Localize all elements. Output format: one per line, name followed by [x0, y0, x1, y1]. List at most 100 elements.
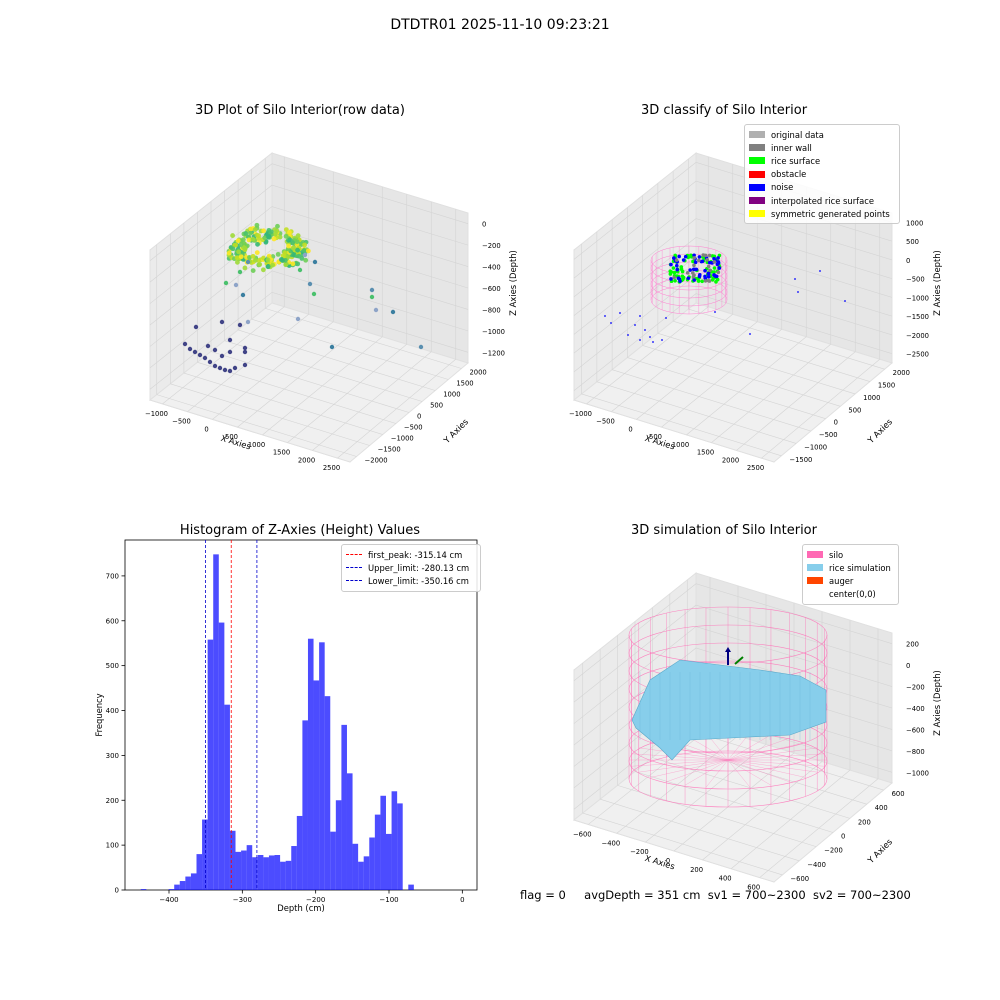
scatter-point [250, 253, 256, 259]
class-point [672, 256, 676, 260]
legend-swatch [749, 210, 765, 218]
z-tick-label: −400 [482, 264, 501, 272]
legend-swatch [807, 551, 823, 559]
silo-floor-spoke [727, 742, 806, 761]
class-point [712, 256, 716, 261]
scatter-point [237, 269, 243, 275]
y-gridline [673, 320, 870, 382]
class-point [707, 253, 712, 258]
z-tick-label: 200 [906, 641, 919, 649]
scatter-point [290, 261, 296, 267]
class-point [683, 254, 688, 259]
histogram-bar [263, 857, 269, 890]
noise-point [844, 300, 846, 302]
scatter-point [373, 307, 379, 313]
y-gridline [156, 394, 357, 457]
scatter-point [273, 231, 278, 237]
scatter-point [217, 365, 223, 371]
class-point [692, 256, 697, 260]
z-gridline [573, 293, 893, 391]
histogram-bar [207, 639, 214, 890]
scatter-point [226, 250, 232, 256]
raw-axes-box [148, 151, 470, 463]
x-tick-label: 2000 [722, 456, 739, 464]
class-point [675, 267, 680, 272]
y-tick-label: −2000 [365, 457, 388, 465]
x-gridline [611, 314, 733, 412]
silo-floor-spoke [631, 753, 729, 761]
scatter-point [219, 319, 225, 325]
floor-pane [148, 302, 470, 463]
flag-text: flag = 0 [520, 888, 566, 902]
class-point [714, 280, 718, 284]
y-tick-label: 0 [841, 833, 845, 841]
noise-point [794, 278, 796, 280]
scatter-point [275, 251, 281, 257]
noise-point [610, 322, 612, 324]
scatter-point [275, 223, 280, 229]
scatter-point [242, 246, 248, 251]
class-point [697, 258, 701, 263]
legend-swatch [807, 577, 823, 585]
class-point [714, 274, 719, 279]
x-tick-label: −200 [306, 896, 325, 904]
noise-point [634, 324, 636, 326]
silo-floor-spoke [727, 734, 772, 761]
figure-title: DTDTR01 2025-11-10 09:23:21 [390, 17, 610, 33]
scatter-point [240, 237, 246, 242]
histogram-bar [335, 800, 342, 890]
class-point [697, 255, 702, 259]
sv2-text: sv2 = 700~2300 [812, 888, 911, 902]
z-tick-label: −500 [906, 276, 925, 284]
y-gridline [612, 369, 811, 432]
scatter-point [246, 237, 252, 243]
sv1-text: sv1 = 700~2300 [707, 888, 806, 902]
x-tick-label: 2500 [747, 464, 764, 472]
noise-point [665, 317, 667, 319]
x-axis-label: Depth (cm) [277, 903, 324, 913]
legend-swatch [749, 197, 765, 205]
noise-point [639, 315, 641, 317]
y-gridline [634, 771, 834, 833]
noise-point [661, 339, 663, 341]
x-tick-label: 1500 [697, 449, 714, 457]
noise-point [649, 336, 651, 338]
histogram-bar [296, 815, 303, 890]
scatter-point [311, 291, 317, 297]
z-gridline [573, 237, 893, 335]
scatter-point [230, 246, 236, 252]
scatter-point [262, 235, 268, 241]
x-tick-label: −1000 [569, 410, 592, 418]
class-point [686, 276, 691, 281]
histogram-bar [268, 855, 275, 890]
class-point [668, 272, 673, 276]
histogram-bar [235, 851, 242, 890]
z-gridline [149, 270, 469, 369]
legend-item-auger: auger [807, 574, 894, 587]
legend-item-first-peak: first_peak: -315.14 cm [346, 548, 476, 561]
legend-item-interpolated-rice-surface: interpolated rice surface [749, 194, 895, 207]
simulation-legend: silo rice simulation auger center(0,0) [802, 544, 899, 605]
y-tick-label: 0 [115, 887, 119, 895]
class-point [669, 277, 673, 281]
scatter-point [418, 344, 424, 350]
scatter-point [277, 234, 283, 240]
z-tick-label: 0 [906, 662, 910, 670]
classify-points [604, 245, 846, 343]
scatter-point [255, 241, 260, 247]
legend-item-obstacle: obstacle [749, 168, 895, 181]
x-gridline [686, 336, 807, 436]
x-gridline [636, 321, 758, 420]
silo-floor-spoke [727, 753, 825, 761]
scatter-point [238, 242, 244, 247]
legend-swatch [749, 131, 765, 139]
noise-point [627, 334, 629, 336]
y-gridline [238, 329, 436, 391]
z-gridline [573, 604, 893, 703]
z-tick-label: −400 [906, 705, 925, 713]
scatter-point [242, 345, 248, 351]
x-tick-label: −100 [379, 896, 398, 904]
z-axis-label: Z Axies (Depth) [932, 670, 942, 736]
histogram-bar [291, 846, 297, 890]
y-tick-label: 2000 [469, 369, 486, 377]
